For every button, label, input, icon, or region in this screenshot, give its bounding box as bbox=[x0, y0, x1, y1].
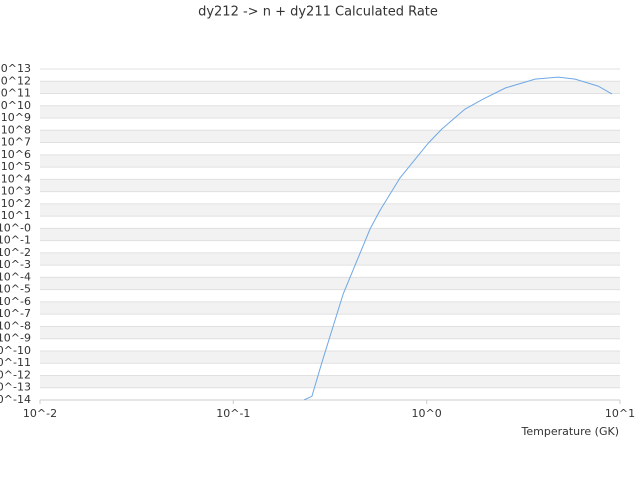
grid-band bbox=[40, 350, 620, 364]
grid-band bbox=[40, 130, 620, 143]
y-tick-label: 10^10 bbox=[0, 99, 31, 112]
y-tick-label: 10^-12 bbox=[0, 368, 31, 381]
grid-band bbox=[40, 179, 620, 192]
y-tick-label: 10^-5 bbox=[0, 283, 31, 296]
y-tick-label: 10^2 bbox=[1, 197, 31, 210]
grid-band bbox=[40, 326, 620, 339]
y-tick-label: 10^-11 bbox=[0, 356, 31, 369]
x-axis-label: Temperature (GK) bbox=[521, 425, 620, 438]
x-tick-label: 10^-1 bbox=[216, 407, 250, 420]
grid-band bbox=[40, 228, 620, 241]
x-tick-label: 10^0 bbox=[412, 407, 442, 420]
y-tick-label: 10^4 bbox=[1, 172, 31, 185]
y-tick-label: 10^-14 bbox=[0, 393, 31, 406]
y-tick-label: 10^7 bbox=[1, 136, 31, 149]
y-tick-label: 10^-6 bbox=[0, 295, 31, 308]
grid-band bbox=[40, 375, 620, 388]
y-tick-label: 10^-9 bbox=[0, 332, 31, 345]
y-tick-label: 10^13 bbox=[0, 62, 31, 75]
y-tick-label: 10^-7 bbox=[0, 307, 31, 320]
y-tick-label: 10^3 bbox=[1, 185, 31, 198]
grid-band bbox=[40, 252, 620, 266]
chart-title: dy212 -> n + dy211 Calculated Rate bbox=[198, 5, 438, 20]
y-tick-label: 10^8 bbox=[1, 123, 31, 136]
y-tick-label: 10^9 bbox=[1, 111, 31, 124]
x-tick-label: 10^1 bbox=[605, 407, 635, 420]
y-tick-label: 10^5 bbox=[1, 160, 31, 173]
grid-band bbox=[40, 203, 620, 217]
y-tick-label: 10^12 bbox=[0, 74, 31, 87]
grid-band bbox=[40, 81, 620, 94]
grid-band bbox=[40, 154, 620, 168]
y-tick-label: 10^-8 bbox=[0, 319, 31, 332]
y-tick-label: 10^-4 bbox=[0, 270, 31, 283]
y-tick-label: 10^-2 bbox=[0, 246, 31, 259]
x-tick-label: 10^-2 bbox=[23, 407, 57, 420]
grid-band bbox=[40, 277, 620, 290]
y-tick-label: 10^-13 bbox=[0, 381, 31, 394]
grid-band bbox=[40, 301, 620, 315]
y-tick-label: 10^-10 bbox=[0, 344, 31, 357]
grid-band bbox=[40, 105, 620, 119]
y-tick-label: 10^-3 bbox=[0, 258, 31, 271]
y-tick-label: 10^-0 bbox=[0, 221, 31, 234]
y-tick-label: 10^11 bbox=[0, 87, 31, 100]
y-tick-label: 10^1 bbox=[1, 209, 31, 222]
y-tick-label: 10^6 bbox=[1, 148, 31, 161]
series-line bbox=[303, 76, 613, 400]
y-tick-label: 10^-1 bbox=[0, 234, 31, 247]
